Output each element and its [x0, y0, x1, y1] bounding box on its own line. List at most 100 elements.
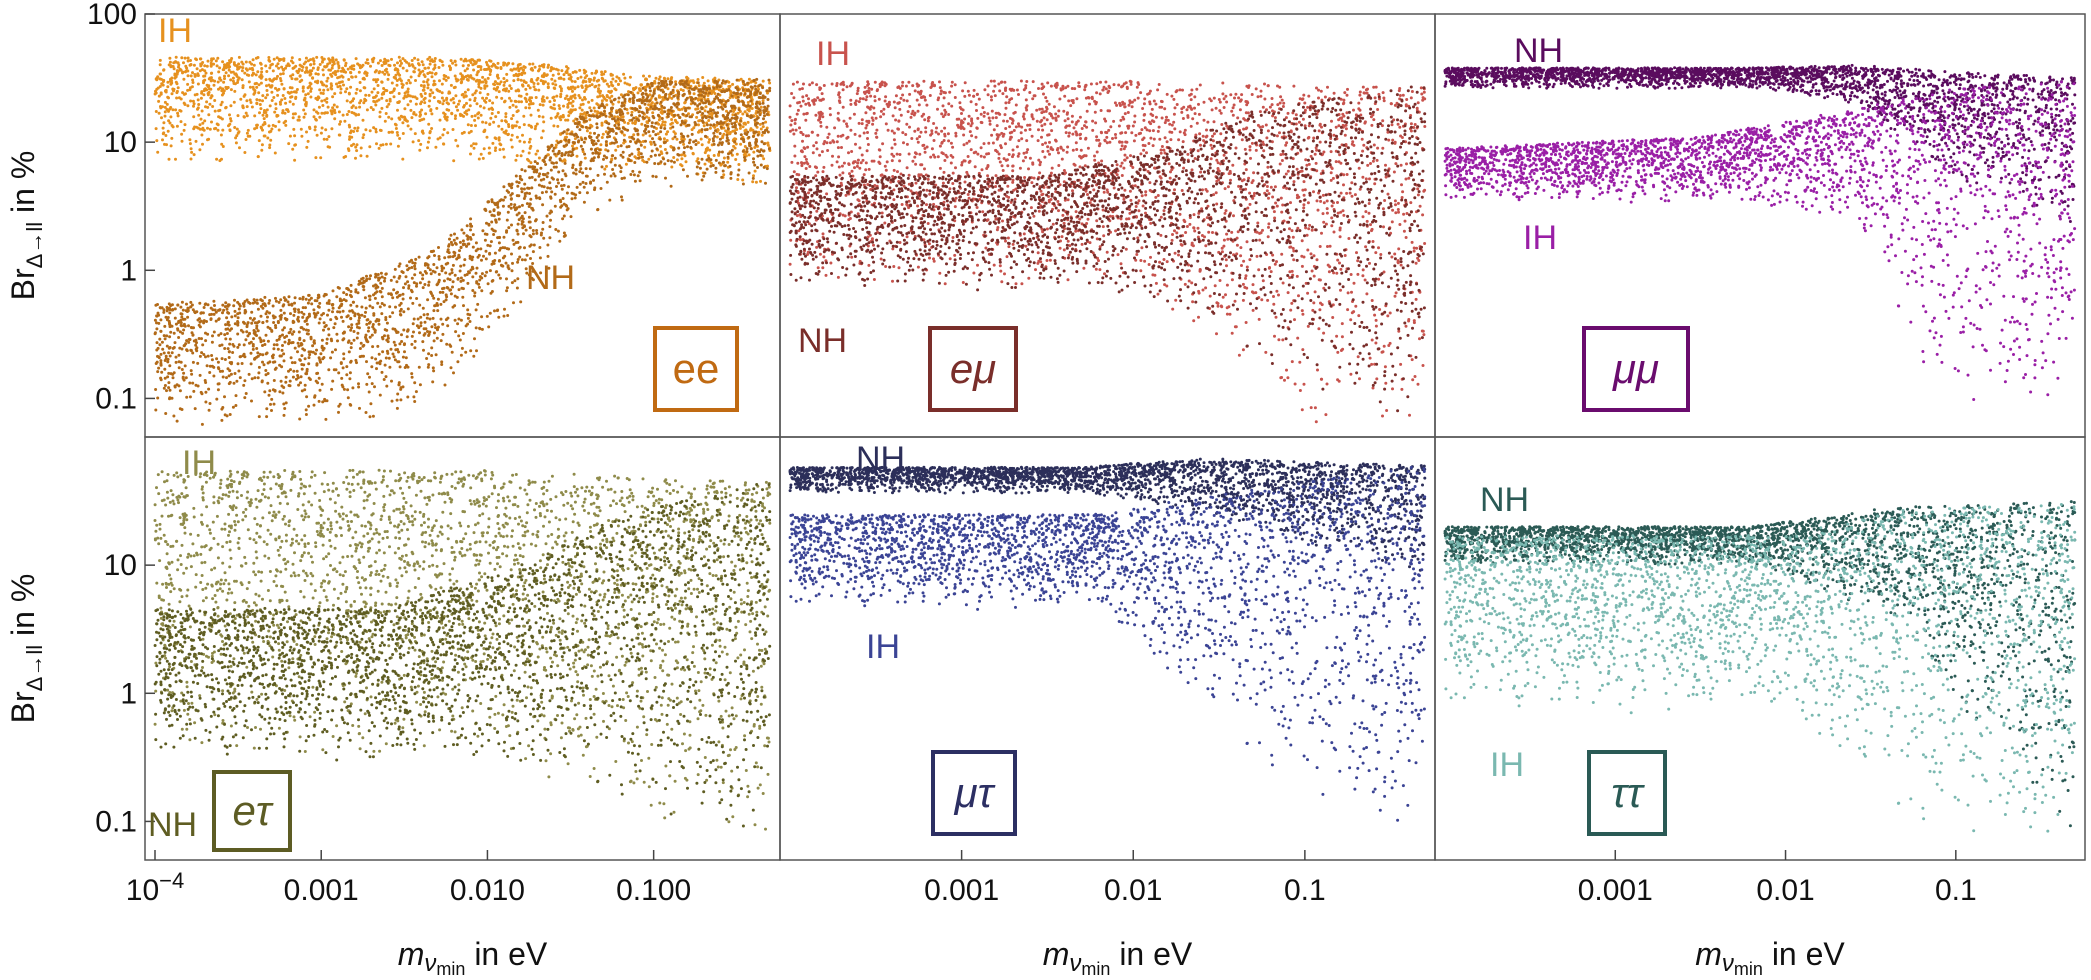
- data-point: [574, 80, 577, 83]
- data-point: [670, 166, 673, 169]
- data-point: [433, 80, 436, 83]
- data-point: [347, 110, 350, 113]
- data-point: [446, 116, 449, 119]
- data-point: [452, 128, 455, 131]
- data-point: [488, 123, 491, 126]
- data-point: [441, 102, 444, 105]
- data-point: [523, 123, 526, 126]
- data-point: [558, 104, 561, 107]
- data-point: [169, 115, 172, 118]
- data-point: [505, 120, 508, 123]
- data-point: [292, 103, 295, 106]
- data-point: [631, 111, 634, 114]
- data-point: [203, 119, 206, 122]
- data-point: [611, 78, 614, 81]
- data-point: [278, 129, 281, 132]
- data-point: [452, 159, 455, 162]
- data-point: [605, 103, 608, 106]
- data-point: [500, 97, 503, 100]
- data-point: [437, 138, 440, 141]
- data-point: [510, 117, 513, 120]
- data-point: [762, 80, 765, 83]
- data-point: [632, 133, 635, 136]
- data-point: [338, 123, 341, 126]
- data-point: [379, 144, 382, 147]
- data-point: [474, 124, 477, 127]
- data-point: [454, 114, 457, 117]
- data-point: [659, 145, 662, 148]
- data-point: [508, 106, 511, 109]
- data-point: [187, 74, 190, 77]
- data-point: [701, 76, 704, 79]
- data-point: [354, 157, 357, 160]
- data-point: [347, 68, 350, 71]
- data-point: [191, 79, 194, 82]
- data-point: [225, 71, 228, 74]
- data-point: [205, 100, 208, 103]
- data-point: [402, 67, 405, 70]
- data-point: [499, 66, 502, 69]
- data-point: [340, 70, 343, 73]
- data-point: [407, 62, 410, 65]
- data-point: [210, 121, 213, 124]
- data-point: [588, 106, 591, 109]
- data-point: [156, 151, 159, 154]
- data-point: [450, 84, 453, 87]
- data-point: [450, 112, 453, 115]
- data-point: [451, 62, 454, 65]
- data-point: [471, 115, 474, 118]
- data-point: [454, 75, 457, 78]
- data-point: [247, 135, 250, 138]
- data-point: [423, 98, 426, 101]
- data-point: [199, 123, 202, 126]
- data-point: [287, 91, 290, 94]
- data-point: [207, 113, 210, 116]
- data-point: [578, 106, 581, 109]
- data-point: [501, 128, 504, 131]
- data-point: [551, 82, 554, 85]
- data-point: [329, 69, 332, 72]
- data-point: [429, 89, 432, 92]
- data-point: [642, 134, 645, 137]
- data-point: [291, 148, 294, 151]
- data-point: [261, 143, 264, 146]
- data-point: [477, 117, 480, 120]
- data-point: [222, 81, 225, 84]
- data-point: [522, 150, 525, 153]
- data-point: [300, 135, 303, 138]
- data-point: [434, 146, 437, 149]
- panel-frame-ττ: [1435, 437, 2085, 860]
- data-point: [251, 106, 254, 109]
- data-point: [343, 120, 346, 123]
- data-point: [734, 147, 737, 150]
- data-point: [649, 134, 652, 137]
- data-point: [703, 124, 706, 127]
- data-point: [220, 103, 223, 106]
- data-point: [722, 133, 725, 136]
- data-point: [599, 143, 602, 146]
- data-point: [201, 110, 204, 113]
- data-point: [418, 74, 421, 77]
- data-point: [323, 138, 326, 141]
- data-point: [164, 134, 167, 137]
- data-point: [248, 80, 251, 83]
- data-point: [298, 115, 301, 118]
- data-point: [512, 114, 515, 117]
- data-point: [760, 128, 763, 131]
- data-point: [310, 87, 313, 90]
- data-point: [335, 83, 338, 86]
- data-point: [553, 99, 556, 102]
- data-point: [162, 121, 165, 124]
- data-point: [282, 94, 285, 97]
- data-point: [435, 107, 438, 110]
- data-point: [697, 141, 700, 144]
- data-point: [157, 100, 160, 103]
- series-ee-IH: [154, 56, 772, 184]
- data-point: [517, 89, 520, 92]
- data-point: [486, 68, 489, 71]
- data-point: [473, 147, 476, 150]
- data-point: [676, 158, 679, 161]
- data-point: [456, 145, 459, 148]
- data-point: [329, 73, 332, 76]
- data-point: [232, 77, 235, 80]
